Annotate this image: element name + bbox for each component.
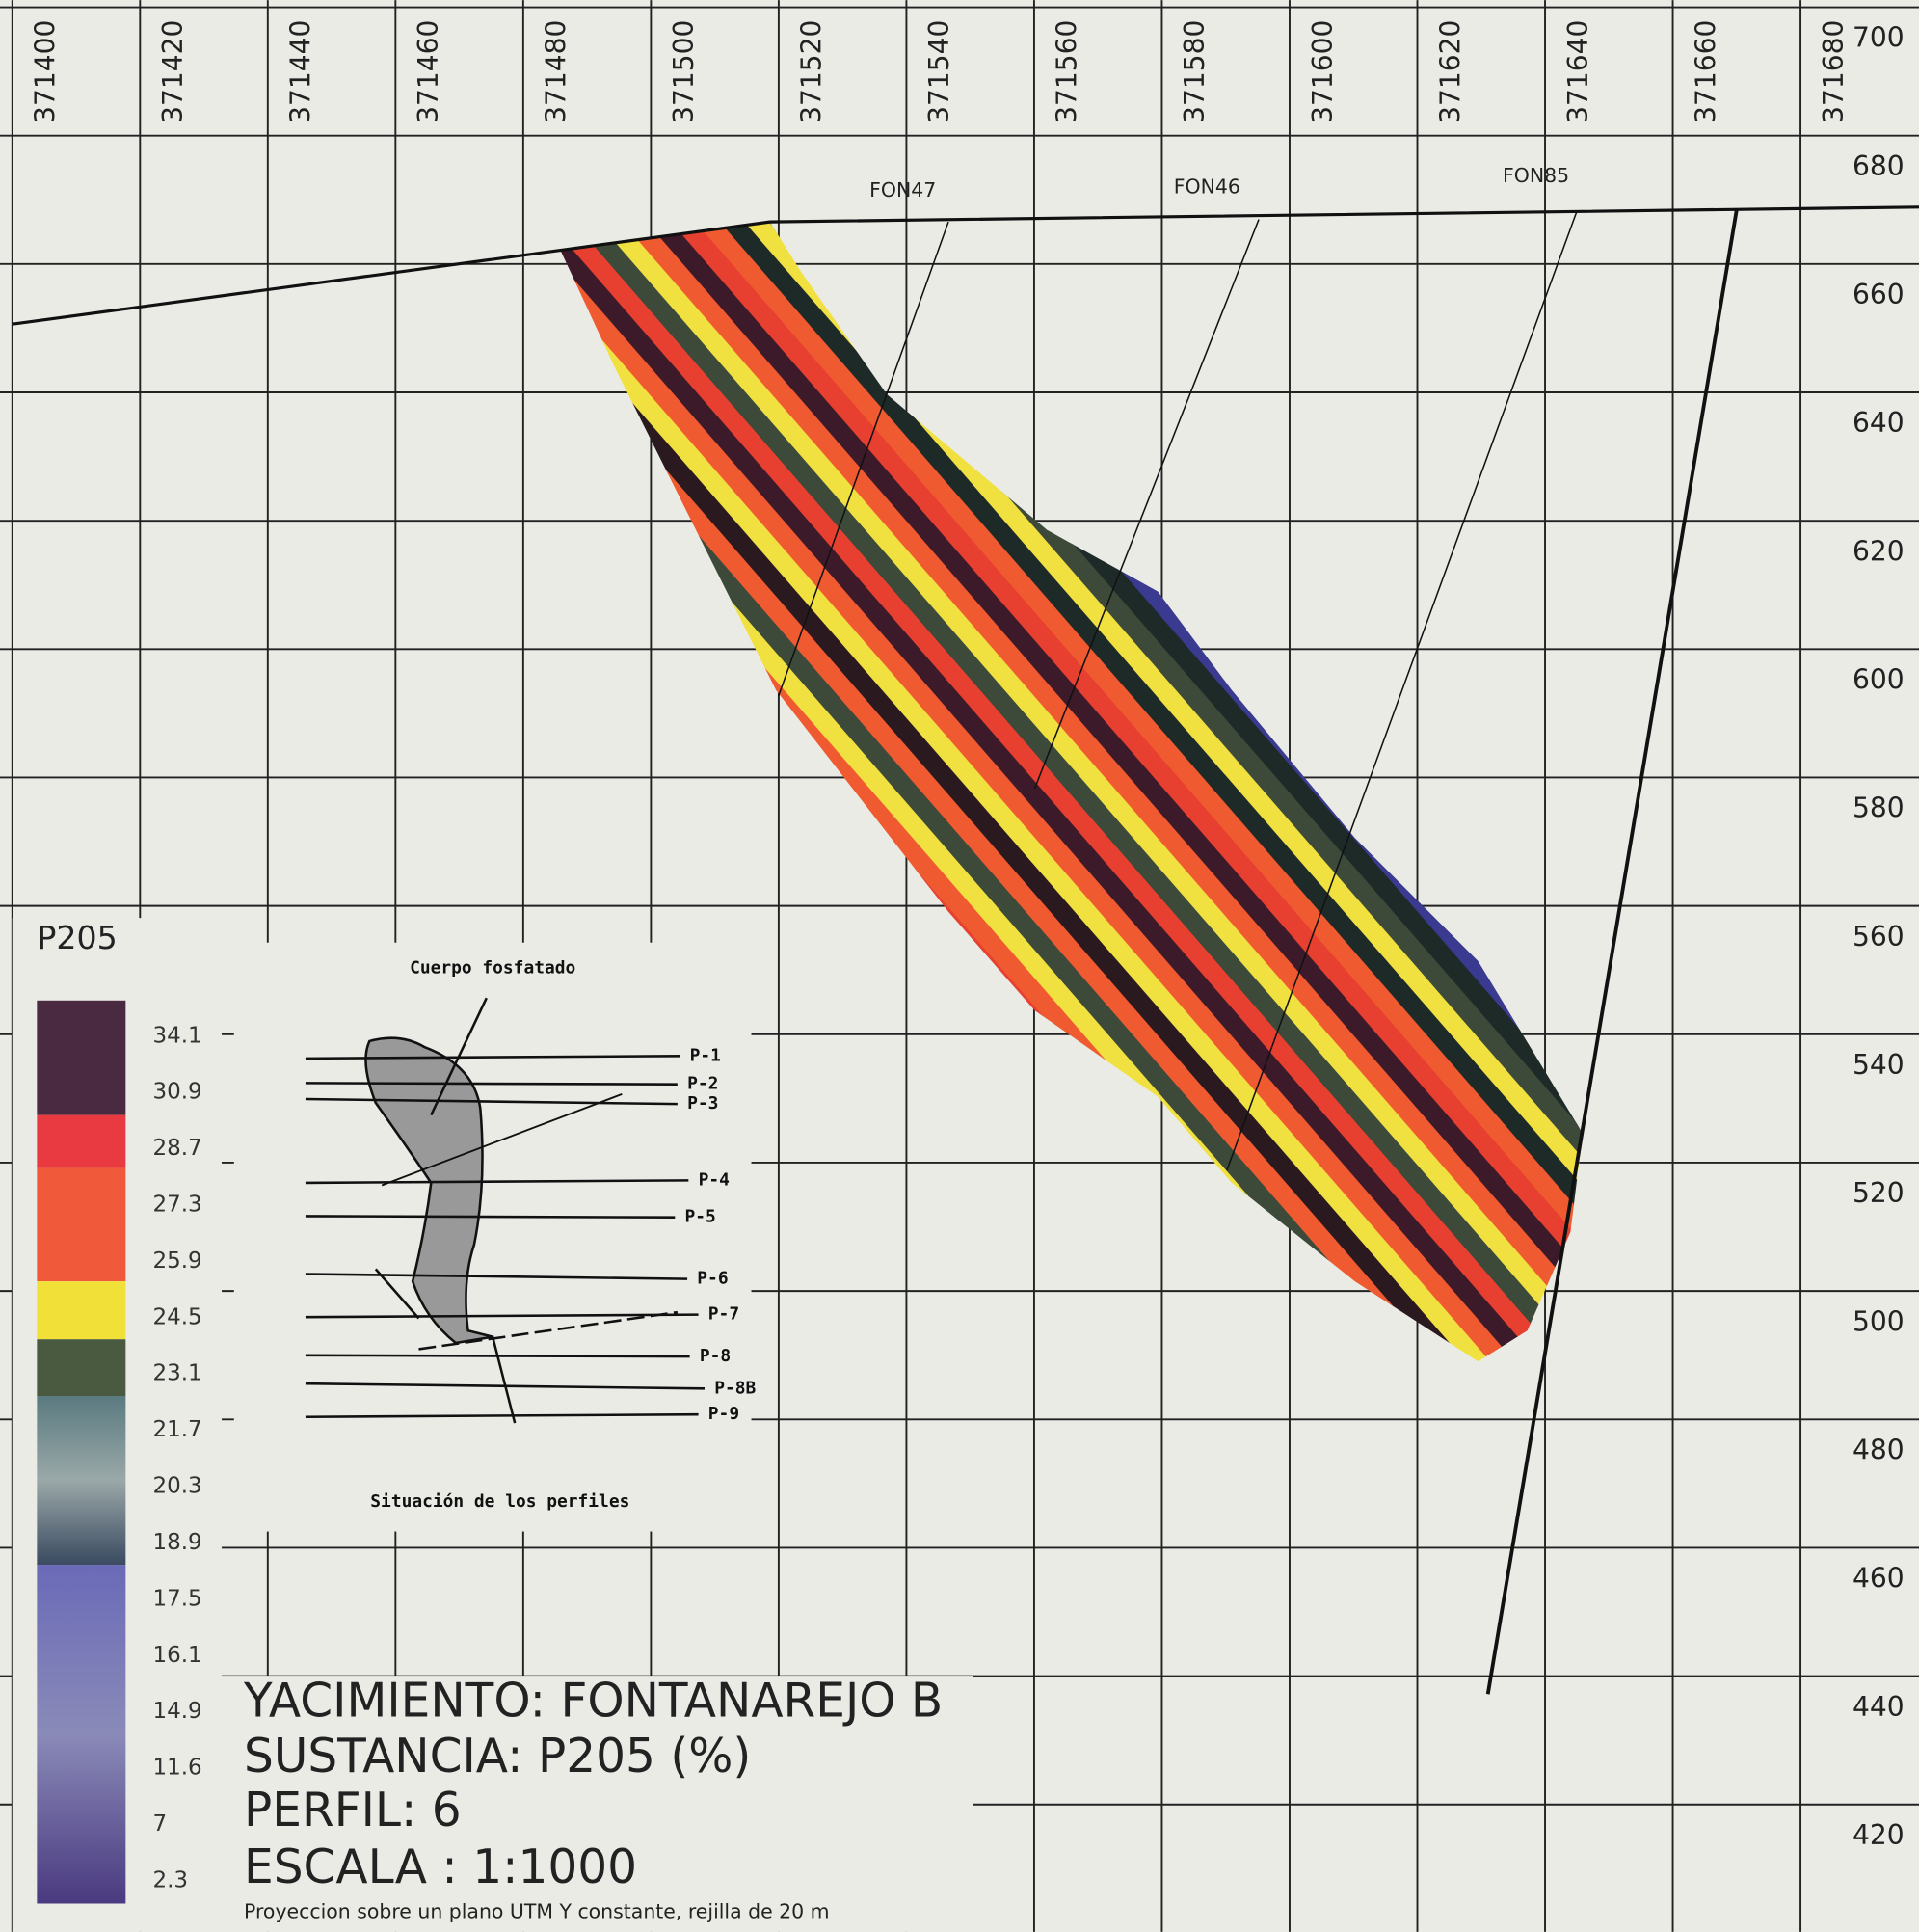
legend-label: 18.9 xyxy=(152,1530,201,1555)
x-tick-label: 371660 xyxy=(1690,20,1721,123)
legend-label: 23.1 xyxy=(152,1361,201,1386)
y-tick-label: 480 xyxy=(1852,1435,1905,1466)
ore-band xyxy=(560,222,1584,1362)
profile-label: P-6 xyxy=(697,1269,728,1289)
inset-title: Cuerpo fosfatado xyxy=(410,958,575,979)
x-tick-label: 371600 xyxy=(1307,20,1339,123)
ore-band xyxy=(560,222,1584,1362)
y-tick-label: 420 xyxy=(1852,1819,1905,1851)
legend-title: P205 xyxy=(37,919,117,956)
y-tick-label: 620 xyxy=(1852,535,1905,567)
info-background xyxy=(222,1676,973,1932)
profile-line xyxy=(305,1082,678,1086)
legend-label: 24.5 xyxy=(152,1304,201,1329)
legend-label: 30.9 xyxy=(152,1080,201,1105)
x-tick-label: 371620 xyxy=(1434,20,1466,123)
ore-band xyxy=(560,222,1584,1362)
info-line: SUSTANCIA: P205 (%) xyxy=(244,1730,751,1784)
legend-label: 21.7 xyxy=(152,1417,201,1442)
y-tick-label: 680 xyxy=(1852,150,1905,182)
ore-band xyxy=(560,222,1584,1362)
legend-label: 16.1 xyxy=(152,1643,201,1668)
legend-label: 14.9 xyxy=(152,1699,201,1724)
y-tick-label: 440 xyxy=(1852,1691,1905,1723)
x-tick-label: 371540 xyxy=(923,20,955,123)
profile-label: P-8B xyxy=(714,1378,756,1398)
profile-line xyxy=(305,1412,699,1418)
info-line: ESCALA : 1:1000 xyxy=(244,1840,637,1894)
legend-label: 27.3 xyxy=(152,1193,201,1218)
ore-band xyxy=(560,222,1584,1362)
profile-line xyxy=(305,1313,699,1319)
legend-label: 2.3 xyxy=(152,1867,188,1892)
inset: P-1 P-2P-3 P-4 P-5 P-6 P-7 P-8 P-8B P-9 xyxy=(305,997,756,1424)
profile-line xyxy=(305,1215,676,1219)
y-tick-label: 700 xyxy=(1852,22,1905,54)
y-tick-label: 500 xyxy=(1852,1305,1905,1337)
drillhole-label: FON46 xyxy=(1174,174,1240,198)
profile-label: P-7 xyxy=(708,1304,739,1325)
ore-band xyxy=(560,222,1584,1362)
section-lines xyxy=(12,205,1919,1695)
legend-label: 25.9 xyxy=(152,1248,201,1274)
ore-band xyxy=(560,222,1584,1362)
profile-line xyxy=(305,1179,689,1185)
y-tick-label: 660 xyxy=(1852,279,1905,310)
x-tick-label: 371440 xyxy=(285,20,317,123)
y-tick-label: 540 xyxy=(1852,1049,1905,1081)
profile-label: P-3 xyxy=(687,1093,718,1114)
x-tick-label: 371400 xyxy=(30,20,62,123)
profile-line xyxy=(305,1273,688,1280)
ore-band xyxy=(560,222,1584,1362)
x-tick-label: 371460 xyxy=(413,20,444,123)
ore-band xyxy=(560,222,1584,1362)
x-tick-label: 371500 xyxy=(668,20,700,123)
x-tick-label: 371680 xyxy=(1818,20,1850,123)
y-tick-label: 560 xyxy=(1852,921,1905,953)
profile-label: P-2 xyxy=(687,1074,718,1094)
ore-band xyxy=(560,222,1584,1362)
y-tick-label: 520 xyxy=(1852,1177,1905,1209)
legend-label: 17.5 xyxy=(152,1586,201,1611)
info-line: PERFIL: 6 xyxy=(244,1784,462,1838)
profile-label: P-9 xyxy=(708,1404,739,1424)
ore-band xyxy=(560,222,1584,1362)
x-tick-label: 371420 xyxy=(157,20,189,123)
legend-label: 34.1 xyxy=(152,1023,201,1048)
y-tick-label: 460 xyxy=(1852,1563,1905,1595)
profile-label: P-4 xyxy=(699,1169,730,1190)
profile-line xyxy=(305,1382,705,1390)
legend-label: 28.7 xyxy=(152,1136,201,1161)
y-tick-label: 580 xyxy=(1852,792,1905,824)
x-tick-label: 371580 xyxy=(1179,20,1211,123)
profile-line xyxy=(305,1354,690,1358)
inset-caption: Situación de los perfiles xyxy=(370,1491,629,1512)
y-tick-label: 640 xyxy=(1852,407,1905,439)
profile-label: P-8 xyxy=(700,1346,731,1366)
legend-label: 11.6 xyxy=(152,1756,201,1781)
x-tick-label: 371520 xyxy=(796,20,828,123)
profile-line xyxy=(305,1055,680,1060)
info-line: Proyeccion sobre un plano UTM Y constant… xyxy=(244,1899,830,1922)
profile-label: P-5 xyxy=(685,1207,716,1227)
info-line: YACIMIENTO: FONTANAREJO B xyxy=(243,1674,943,1728)
profile-line xyxy=(305,1097,678,1106)
ore-band xyxy=(560,222,1584,1362)
x-tick-label: 371560 xyxy=(1052,20,1083,123)
legend xyxy=(37,1000,126,1904)
x-tick-label: 371480 xyxy=(541,20,573,123)
ore-band xyxy=(560,222,1584,1362)
ore-band xyxy=(560,222,1584,1362)
legend-label: 7 xyxy=(152,1811,167,1837)
y-tick-label: 600 xyxy=(1852,664,1905,696)
inset-background xyxy=(233,942,752,1532)
drillhole-label: FON47 xyxy=(869,178,936,201)
ore-band xyxy=(560,222,1584,1362)
ore-band xyxy=(560,222,1584,1362)
legend-label: 20.3 xyxy=(152,1474,201,1499)
drillhole-label: FON85 xyxy=(1503,164,1569,187)
profile-label: P-1 xyxy=(690,1045,721,1065)
x-tick-label: 371640 xyxy=(1562,20,1594,123)
